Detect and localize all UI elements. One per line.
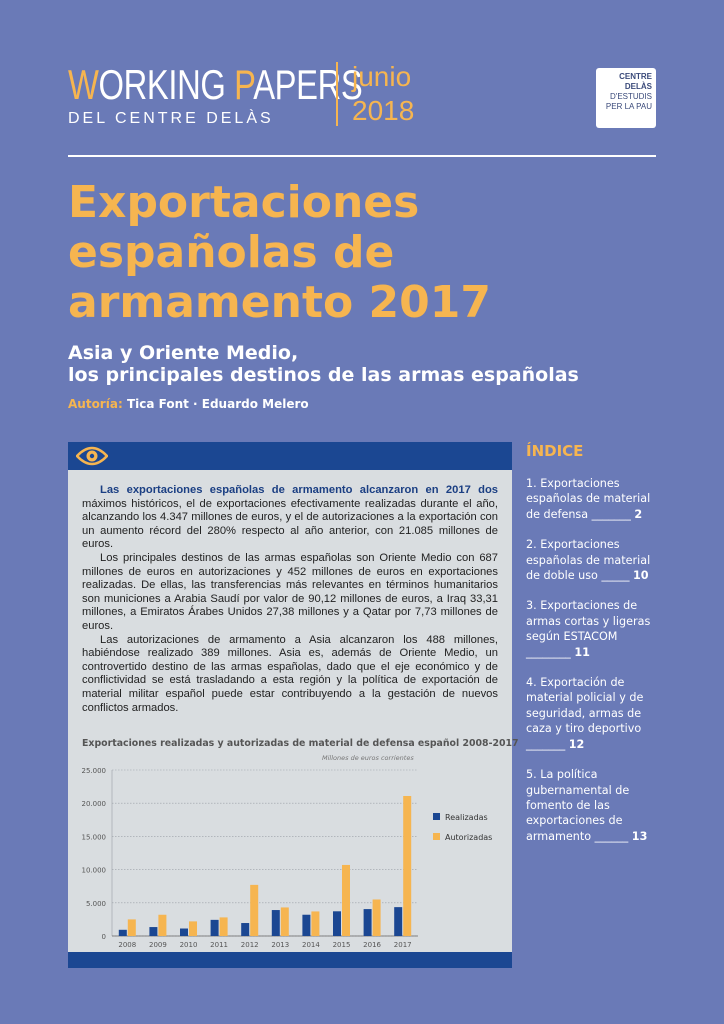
date-divider <box>336 62 338 126</box>
bar-autorizadas <box>189 921 197 936</box>
publication-date: junio 2018 <box>352 60 414 128</box>
legend-swatch <box>433 813 440 820</box>
publication-year: 2018 <box>352 95 415 126</box>
x-tick-label: 2013 <box>271 941 289 949</box>
centre-delas-logo: CENTRE DELÀS D'ESTUDIS PER LA PAU <box>596 68 656 128</box>
eye-icon <box>76 446 108 466</box>
legend-swatch <box>433 833 440 840</box>
bar-autorizadas <box>311 911 320 936</box>
working-papers-logo: WORKING PAPERS DEL CENTRE DELÀS <box>68 64 445 128</box>
bar-realizadas <box>333 911 341 936</box>
y-tick-label: 10.000 <box>82 867 107 875</box>
x-tick-label: 2010 <box>180 941 198 949</box>
bar-autorizadas <box>219 917 228 936</box>
x-tick-label: 2011 <box>210 941 228 949</box>
bar-realizadas <box>241 923 250 936</box>
authors-label: Autoría: <box>68 397 123 411</box>
index-item[interactable]: 3. Exportaciones de armas cortas y liger… <box>526 599 651 659</box>
index-item[interactable]: 4. Exportación de material policial y de… <box>526 676 644 751</box>
summary-box-footer <box>68 952 512 968</box>
publication-month: junio <box>352 61 412 92</box>
bar-autorizadas <box>158 914 167 936</box>
index-item[interactable]: 5. La política gubernamental de fomento … <box>526 768 648 843</box>
page-title: Exportaciones españolas de armamento 201… <box>68 177 491 328</box>
bar-autorizadas <box>280 907 289 936</box>
y-tick-label: 15.000 <box>82 833 107 841</box>
abstract-paragraph: Las exportaciones españolas de armamento… <box>82 484 498 551</box>
abstract-paragraph: Las autorizaciones de armamento a Asia a… <box>82 633 498 714</box>
index-item[interactable]: 1. Exportaciones españolas de material d… <box>526 477 651 521</box>
bar-realizadas <box>149 927 158 936</box>
header-rule <box>68 155 656 157</box>
abstract-text: Las exportaciones españolas de armamento… <box>82 484 498 715</box>
index-page: 11 <box>574 645 590 659</box>
abstract-paragraph: Los principales destinos de las armas es… <box>82 551 498 632</box>
y-tick-label: 0 <box>102 933 106 941</box>
x-tick-label: 2014 <box>302 941 320 949</box>
x-tick-label: 2009 <box>149 941 167 949</box>
x-tick-label: 2016 <box>363 941 381 949</box>
x-tick-label: 2017 <box>394 941 412 949</box>
y-tick-label: 5.000 <box>86 900 106 908</box>
summary-box: Las exportaciones españolas de armamento… <box>68 442 519 968</box>
bar-autorizadas <box>342 864 350 936</box>
authors-line: Autoría: Tica Font · Eduardo Melero <box>68 397 309 411</box>
legend-label: Realizadas <box>445 813 488 822</box>
index-page: 2 <box>634 507 643 521</box>
summary-box-header <box>68 442 512 470</box>
x-tick-label: 2008 <box>118 941 136 949</box>
bar-chart: 25.000 20.000 15.000 10.000 5.000 0 2008 2009 20… <box>82 767 493 949</box>
chart-units: Millones de euros corrientes <box>322 754 414 762</box>
bar-realizadas <box>118 929 127 936</box>
index-page: 12 <box>568 737 585 751</box>
x-tick-label: 2015 <box>333 941 351 949</box>
index-page: 13 <box>631 829 648 843</box>
y-tick-label: 20.000 <box>82 800 107 808</box>
working-papers-subtitle: DEL CENTRE DELÀS <box>68 110 274 127</box>
authors-names: Tica Font · Eduardo Melero <box>126 397 309 411</box>
y-tick-label: 25.000 <box>82 767 107 775</box>
chart-title: Exportaciones realizadas y autorizadas d… <box>82 738 519 749</box>
working-papers-title: WORKING PAPERS <box>68 61 363 108</box>
legend-label: Autorizadas <box>445 833 492 842</box>
index-list: 1. Exportaciones españolas de material d… <box>526 476 656 859</box>
bar-realizadas <box>302 914 311 936</box>
bar-autorizadas <box>127 919 136 936</box>
bar-realizadas <box>271 910 280 936</box>
bar-autorizadas <box>250 884 259 936</box>
index-page: 10 <box>633 569 649 583</box>
index-title: ÍNDICE <box>526 442 584 460</box>
bar-realizadas <box>180 928 188 936</box>
bar-autorizadas <box>403 795 412 936</box>
bar-autorizadas <box>372 899 381 936</box>
page-subtitle: Asia y Oriente Medio, los principales de… <box>68 342 579 386</box>
bar-realizadas <box>363 909 372 936</box>
bar-realizadas <box>210 919 219 936</box>
index-item[interactable]: 2. Exportaciones españolas de material d… <box>526 538 651 583</box>
x-tick-label: 2012 <box>241 941 259 949</box>
bar-realizadas <box>394 907 403 936</box>
